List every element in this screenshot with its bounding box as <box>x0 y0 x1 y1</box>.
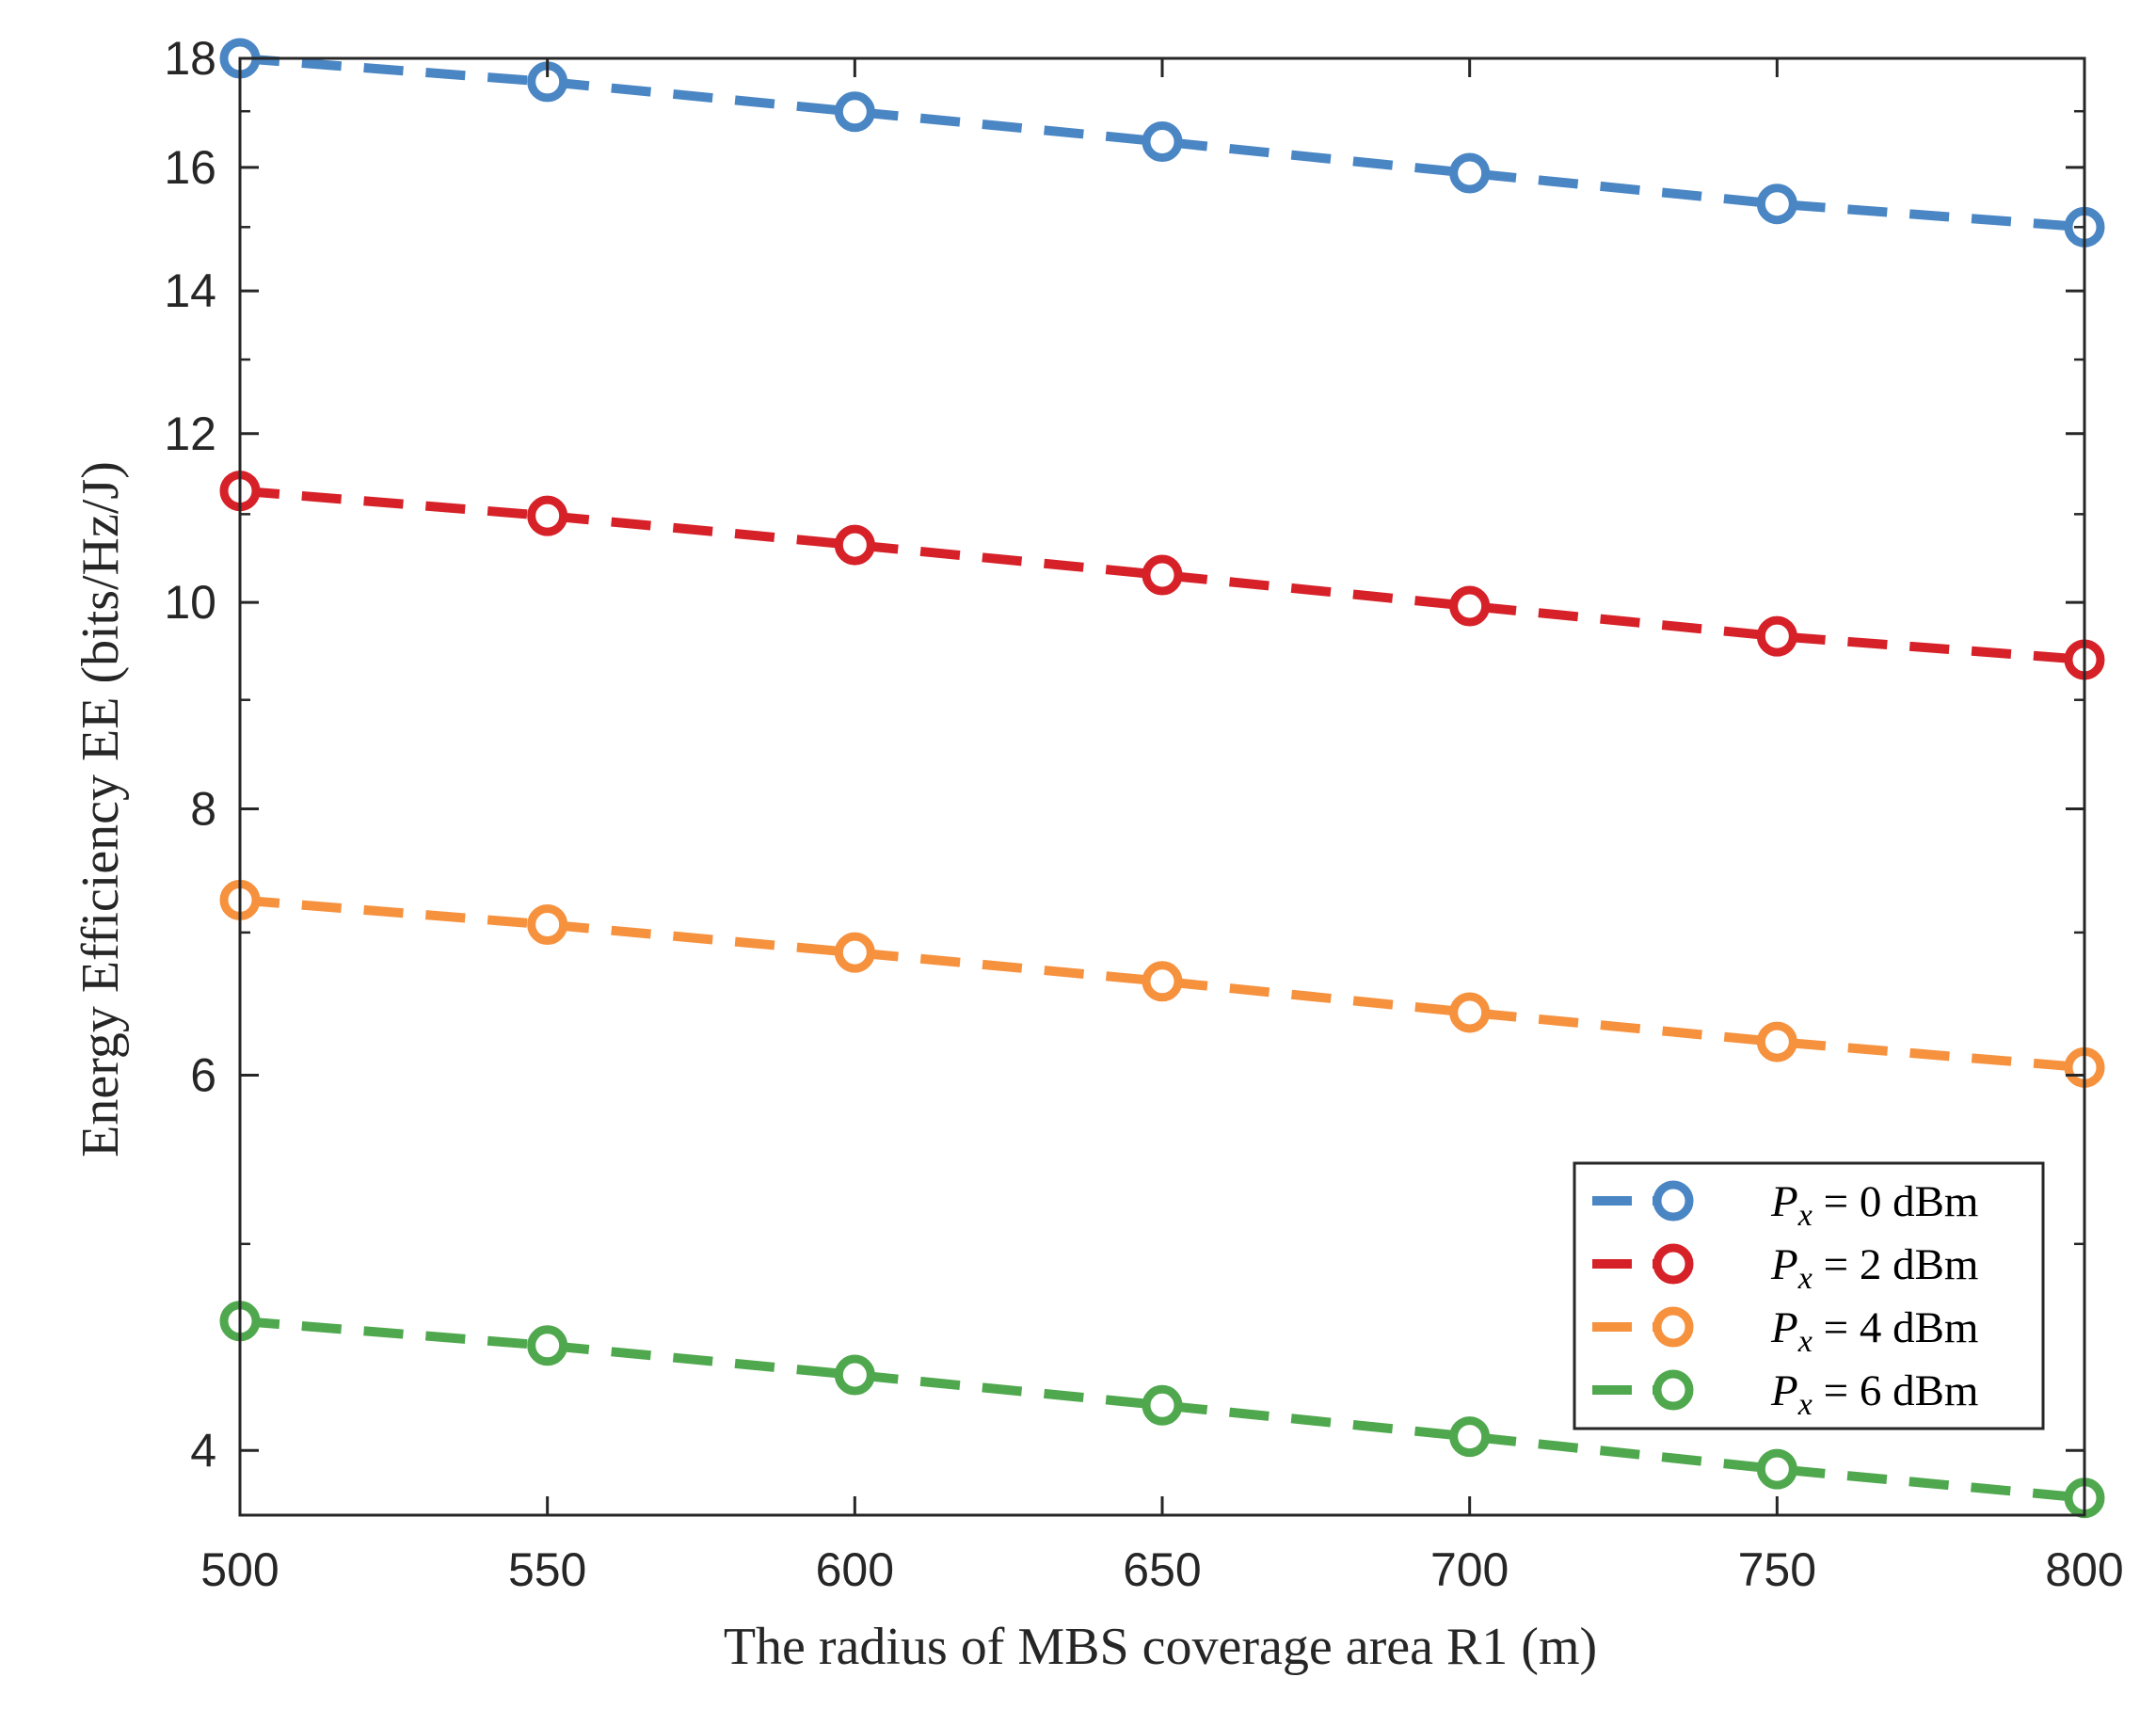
x-tick-label: 800 <box>2045 1543 2123 1596</box>
y-tick-label: 4 <box>190 1424 216 1477</box>
legend-label-3: Px = 6 dBm <box>1770 1366 1978 1422</box>
data-point <box>527 495 568 536</box>
data-point <box>1756 1448 1797 1490</box>
data-point <box>834 1354 875 1396</box>
data-point <box>1142 961 1183 1002</box>
legend-box <box>1573 1161 2045 1430</box>
data-point <box>834 91 875 133</box>
legend-subscript: x <box>1797 1261 1813 1296</box>
legend-label-0: Px = 0 dBm <box>1770 1177 1978 1233</box>
y-tick-label: 14 <box>164 264 216 317</box>
data-point <box>1449 1416 1491 1458</box>
data-point <box>1449 585 1491 627</box>
legend-var: P <box>1770 1240 1798 1289</box>
y-tick-label: 8 <box>190 783 216 836</box>
x-tick-label: 750 <box>1738 1543 1816 1596</box>
legend-marker-1 <box>1653 1243 1694 1285</box>
y-tick-label: 16 <box>164 141 216 194</box>
data-point <box>834 524 875 566</box>
y-tick-label: 10 <box>164 576 216 629</box>
data-point <box>1756 1021 1797 1062</box>
legend-rest: = 0 dBm <box>1813 1177 1979 1226</box>
data-point <box>527 903 568 945</box>
legend-subscript: x <box>1797 1324 1813 1359</box>
legend-subscript: x <box>1797 1387 1813 1422</box>
legend-rest: = 2 dBm <box>1813 1240 1979 1289</box>
legend-label-1: Px = 2 dBm <box>1770 1240 1978 1296</box>
legend-marker-3 <box>1653 1369 1694 1411</box>
legend-rest: = 4 dBm <box>1813 1303 1979 1352</box>
y-axis-title: Energy Efficiency EE (bits/Hz/J) <box>72 461 130 1158</box>
legend-var: P <box>1770 1366 1798 1415</box>
legend-rest: = 6 dBm <box>1813 1366 1979 1415</box>
data-point <box>527 1325 568 1366</box>
x-tick-label: 500 <box>200 1543 279 1596</box>
legend-var: P <box>1770 1303 1798 1352</box>
legend-marker-2 <box>1653 1306 1694 1348</box>
x-axis-title: The radius of MBS coverage area R1 (m) <box>724 1618 1597 1676</box>
data-point <box>1142 554 1183 596</box>
y-tick-label: 6 <box>190 1048 216 1101</box>
legend-label-2: Px = 4 dBm <box>1770 1303 1978 1359</box>
data-point <box>1142 121 1183 163</box>
data-point <box>1449 152 1491 194</box>
legend-marker-0 <box>1653 1180 1694 1222</box>
y-tick-label: 12 <box>164 407 216 460</box>
data-point <box>1449 992 1491 1033</box>
x-tick-label: 550 <box>508 1543 586 1596</box>
data-point <box>834 932 875 973</box>
data-point <box>1756 184 1797 225</box>
x-tick-label: 600 <box>816 1543 894 1596</box>
ticks-layer: 500 550 600 650 700 750 800 4 6 8 10 12 14 16 18 <box>164 32 2123 1596</box>
y-tick-label: 18 <box>164 32 216 85</box>
x-tick-label: 700 <box>1430 1543 1509 1596</box>
data-point <box>1142 1384 1183 1426</box>
data-point <box>1756 615 1797 657</box>
legend-var: P <box>1770 1177 1798 1226</box>
x-tick-label: 650 <box>1123 1543 1201 1596</box>
legend-subscript: x <box>1797 1198 1813 1233</box>
